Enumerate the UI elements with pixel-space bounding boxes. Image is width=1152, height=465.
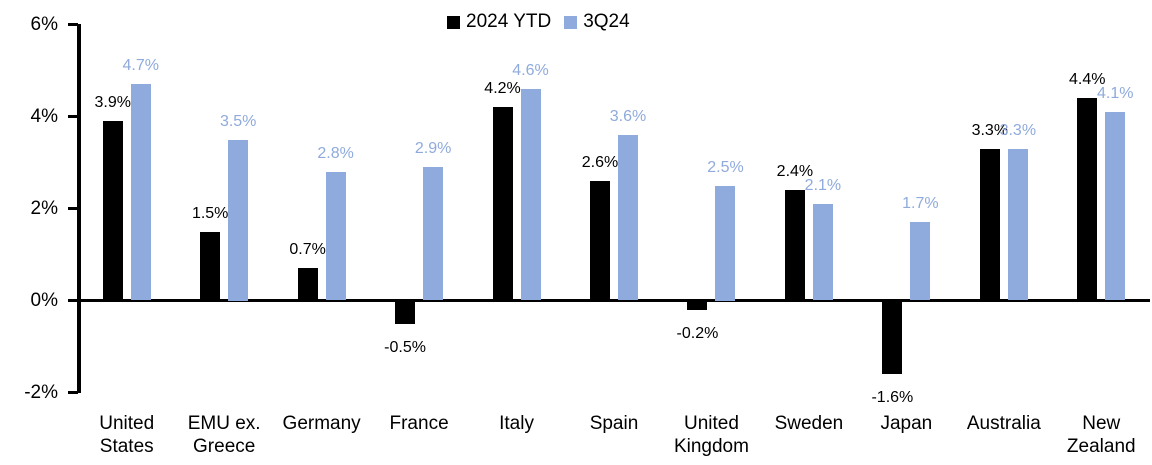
bar-3q24-2	[325, 171, 346, 301]
category-label-6: United Kingdom	[673, 413, 749, 457]
bar-3q24-7	[812, 203, 833, 301]
data-label-3q24-10: 4.1%	[1097, 84, 1134, 102]
category-label-0: United States	[99, 413, 155, 457]
data-label-ytd-9: 3.3%	[971, 121, 1009, 139]
data-label-3q24-4: 4.6%	[512, 61, 549, 79]
data-label-ytd-5: 2.6%	[581, 153, 619, 171]
category-label-8: Japan	[880, 413, 933, 434]
bar-3q24-4	[520, 88, 541, 301]
bar-3q24-9	[1007, 148, 1028, 301]
category-label-3: France	[389, 413, 449, 434]
legend: 2024 YTD 3Q24	[447, 11, 630, 33]
bar-3q24-0	[130, 84, 151, 301]
y-axis-tick-label: 2%	[30, 197, 58, 219]
bar-3q24-6	[715, 185, 736, 301]
data-label-ytd-10: 4.4%	[1069, 71, 1106, 89]
category-label-7: Sweden	[774, 413, 844, 434]
bar-ytd-1	[200, 231, 221, 301]
bar-ytd-0	[102, 121, 123, 301]
y-axis-tick-mark	[68, 115, 78, 118]
y-axis-tick-mark	[68, 391, 78, 394]
legend-swatch-2024-ytd	[447, 15, 460, 29]
data-label-ytd-1: 1.5%	[191, 204, 229, 222]
data-label-3q24-8: 1.7%	[902, 195, 939, 213]
data-label-3q24-9: 3.3%	[999, 121, 1037, 139]
bar-3q24-3	[423, 167, 444, 301]
data-label-ytd-8: -1.6%	[871, 389, 914, 407]
zero-baseline	[77, 299, 1150, 302]
data-label-3q24-1: 3.5%	[219, 112, 257, 130]
y-axis-line	[77, 24, 81, 393]
y-axis-tick-label: 6%	[30, 13, 58, 35]
data-label-ytd-4: 4.2%	[484, 80, 521, 98]
y-axis-tick-mark	[68, 23, 78, 26]
category-label-5: Spain	[589, 413, 639, 434]
legend-label-2024-ytd: 2024 YTD	[466, 11, 552, 32]
y-axis-tick-label: 0%	[30, 289, 58, 311]
bar-ytd-4	[492, 107, 513, 301]
bar-ytd-6	[687, 300, 708, 310]
legend-swatch-3q24	[564, 15, 578, 29]
y-axis-tick-label: -2%	[24, 381, 58, 403]
data-label-ytd-6: -0.2%	[676, 324, 719, 342]
data-label-ytd-3: -0.5%	[384, 338, 426, 356]
bar-ytd-9	[979, 148, 1000, 301]
bar-ytd-5	[590, 180, 610, 301]
data-label-3q24-3: 2.9%	[414, 140, 452, 158]
data-label-3q24-6: 2.5%	[707, 158, 744, 176]
data-label-3q24-5: 3.6%	[609, 107, 647, 125]
data-label-3q24-2: 2.8%	[317, 144, 354, 162]
legend-item-3q24: 3Q24	[564, 11, 630, 33]
y-axis-tick-mark	[68, 299, 78, 302]
bar-ytd-3	[395, 300, 416, 324]
bar-3q24-5	[618, 134, 638, 301]
category-label-2: Germany	[282, 413, 361, 434]
bar-ytd-10	[1077, 98, 1098, 301]
bar-ytd-7	[784, 190, 805, 301]
bar-3q24-1	[228, 139, 249, 301]
data-label-ytd-0: 3.9%	[94, 94, 131, 112]
legend-item-2024-ytd: 2024 YTD	[447, 11, 551, 33]
bar-3q24-8	[910, 222, 931, 301]
data-label-3q24-7: 2.1%	[804, 176, 842, 194]
category-label-1: EMU ex. Greece	[187, 413, 261, 457]
category-label-4: Italy	[499, 413, 534, 434]
y-axis-tick-mark	[68, 207, 78, 210]
bar-ytd-8	[882, 300, 903, 375]
y-axis-tick-label: 4%	[30, 105, 58, 127]
data-label-3q24-0: 4.7%	[122, 57, 159, 75]
data-label-ytd-7: 2.4%	[776, 163, 814, 181]
category-label-9: Australia	[966, 413, 1041, 434]
data-label-ytd-2: 0.7%	[289, 241, 326, 259]
legend-label-3q24: 3Q24	[583, 11, 630, 32]
bar-3q24-10	[1105, 111, 1126, 301]
bar-ytd-2	[297, 268, 318, 301]
category-label-10: New Zealand	[1066, 413, 1136, 457]
